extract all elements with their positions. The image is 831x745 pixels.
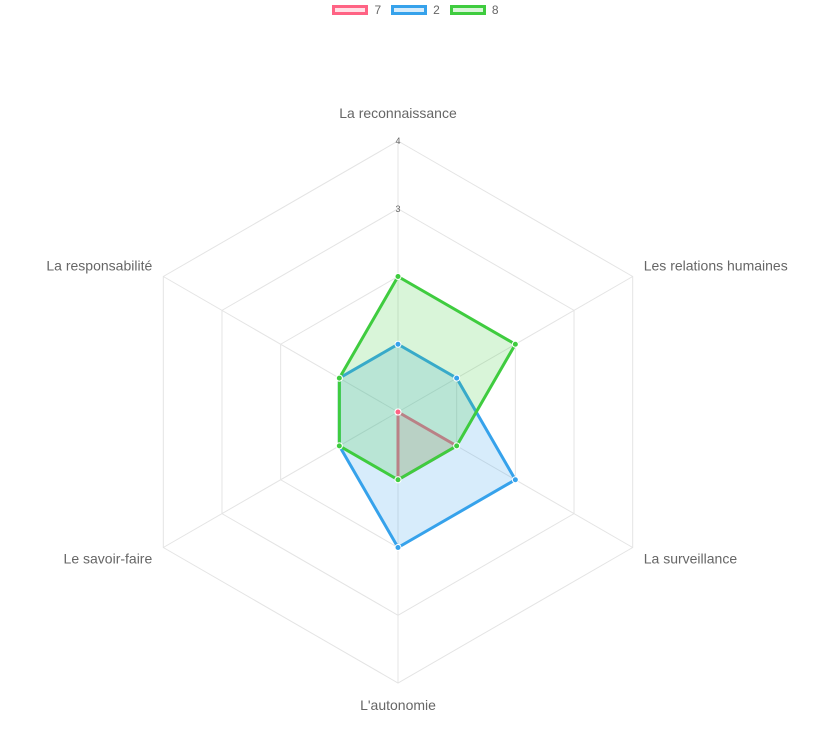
series-8-point bbox=[335, 442, 343, 450]
series-2-point bbox=[394, 340, 402, 348]
legend-label: 2 bbox=[433, 3, 440, 17]
legend-item[interactable]: 8 bbox=[449, 3, 499, 17]
axis-label: La responsabilité bbox=[46, 258, 152, 274]
tick-label: 4 bbox=[395, 136, 400, 146]
grid-spoke bbox=[163, 411, 399, 548]
legend-label: 7 bbox=[374, 3, 382, 17]
axis-label: La surveillance bbox=[644, 551, 738, 567]
legend: 7 2 8 bbox=[0, 3, 831, 17]
legend-label: 8 bbox=[491, 3, 499, 17]
series-2-point bbox=[511, 476, 519, 484]
grid-spoke bbox=[163, 276, 399, 413]
axis-label: L'autonomie bbox=[360, 697, 436, 713]
axis-label: La reconnaissance bbox=[339, 105, 457, 121]
legend-swatch bbox=[332, 5, 369, 15]
series-8-point bbox=[511, 340, 519, 348]
tick-label: 3 bbox=[395, 204, 400, 214]
series-8-point bbox=[394, 273, 402, 280]
legend-swatch bbox=[391, 5, 428, 15]
axis-label: Le savoir-faire bbox=[64, 551, 153, 567]
tick-labels: 34 bbox=[395, 136, 400, 214]
series-8-point bbox=[453, 442, 461, 450]
series-8-point bbox=[335, 374, 343, 382]
series-2-point bbox=[453, 374, 461, 382]
axis-labels: La reconnaissance Les relations humaines L… bbox=[46, 105, 787, 713]
legend-item[interactable]: 7 bbox=[332, 3, 381, 17]
series-layer bbox=[335, 273, 519, 551]
axis-label: Les relations humaines bbox=[644, 258, 788, 274]
legend-item[interactable]: 2 bbox=[391, 3, 440, 17]
series-8-point bbox=[394, 476, 402, 484]
legend-swatch bbox=[449, 5, 486, 15]
series-7-point bbox=[394, 408, 402, 416]
series-2-point bbox=[394, 544, 402, 551]
